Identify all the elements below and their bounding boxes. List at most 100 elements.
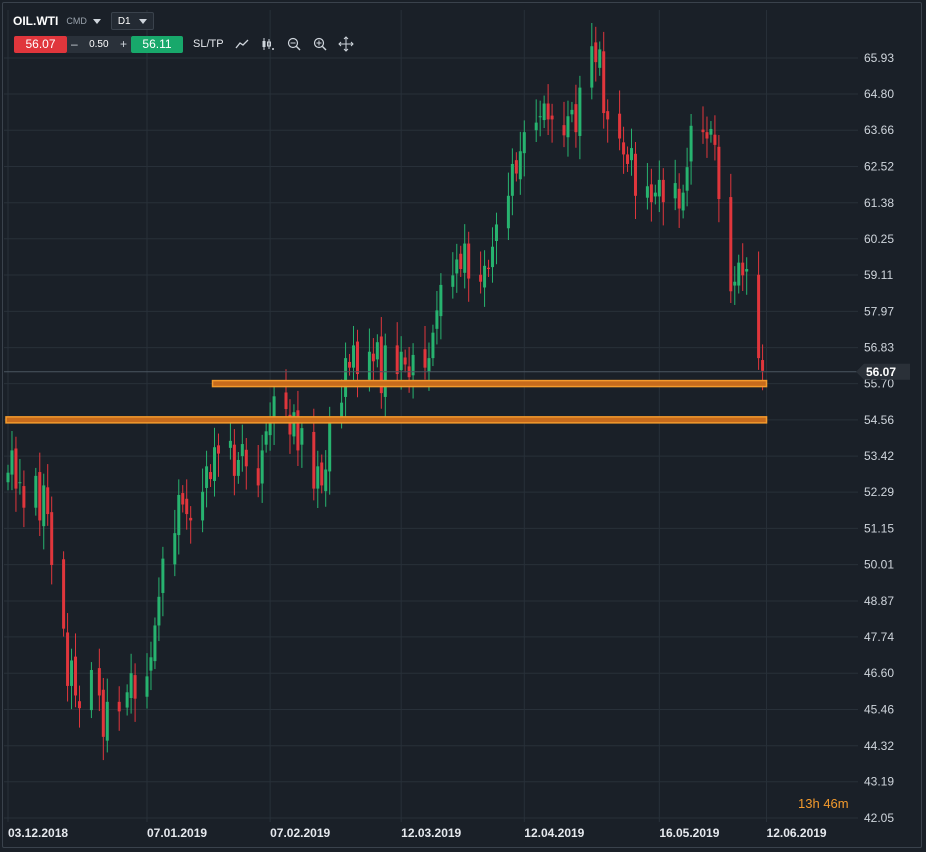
zoom-in-icon[interactable]	[312, 36, 328, 52]
candle-body	[340, 402, 344, 417]
candle-body	[145, 676, 149, 697]
candle-body	[467, 243, 471, 279]
candle-body	[371, 353, 375, 362]
y-tick-label: 48.87	[864, 594, 894, 608]
y-tick-label: 65.93	[864, 51, 894, 65]
candle-body	[355, 341, 359, 375]
candle-body	[201, 491, 205, 521]
zoom-out-icon[interactable]	[286, 36, 302, 52]
candle-body	[494, 224, 498, 241]
x-tick-label: 07.02.2019	[270, 826, 330, 840]
candle-body	[538, 116, 542, 118]
y-tick-label: 43.19	[864, 775, 894, 789]
timeframe-value: D1	[117, 15, 131, 27]
y-tick-label: 44.32	[864, 739, 894, 753]
candle-body	[717, 146, 721, 199]
candle-body	[256, 468, 260, 486]
lot-value[interactable]: 0.50	[89, 38, 109, 50]
candle-body	[117, 701, 121, 712]
lot-increase-button[interactable]: +	[119, 37, 127, 51]
candle-body	[689, 125, 693, 162]
candle-body	[133, 675, 137, 699]
timer-hours: 13	[798, 796, 813, 811]
candle-body	[74, 656, 78, 696]
candle-body	[181, 493, 185, 505]
candle-body	[348, 361, 352, 368]
line-chart-icon[interactable]	[234, 36, 250, 52]
candle-body	[272, 396, 276, 422]
y-tick-label: 63.66	[864, 123, 894, 137]
candle-body	[510, 163, 514, 196]
candle-body	[296, 410, 300, 451]
y-tick-label: 45.46	[864, 702, 894, 716]
symbol-name[interactable]: OIL.WTI	[13, 14, 59, 28]
candle-body	[316, 466, 320, 489]
candle-body	[483, 265, 487, 288]
timer-minutes: 46	[823, 796, 838, 811]
candle-body	[431, 332, 435, 359]
sltp-button[interactable]: SL/TP	[193, 38, 224, 50]
y-tick-label: 57.97	[864, 304, 894, 318]
candle-body	[284, 392, 288, 410]
candle-body	[570, 109, 574, 115]
candle-body	[451, 275, 455, 287]
candle-body	[105, 701, 109, 741]
crosshair-icon[interactable]	[337, 36, 354, 52]
candle-body	[240, 444, 244, 457]
candle-timer: 13h 46m	[798, 796, 849, 811]
candle-body	[300, 428, 304, 445]
current-price-tag-bg	[856, 363, 910, 380]
candle-body	[633, 153, 637, 196]
trade-bar: 56.07 – 0.50 + 56.11 SL/TP	[14, 35, 354, 53]
candle-body	[173, 533, 177, 565]
y-tick-label: 53.42	[864, 449, 894, 463]
y-tick-label: 56.83	[864, 341, 894, 355]
candle-body	[534, 122, 538, 131]
lot-stepper[interactable]: – 0.50 +	[67, 35, 131, 53]
candle-body	[435, 310, 439, 329]
y-tick-label: 51.15	[864, 521, 894, 535]
y-tick-label: 62.52	[864, 160, 894, 174]
candle-body	[328, 418, 332, 472]
candle-body	[578, 87, 582, 136]
chevron-down-icon[interactable]	[92, 18, 101, 24]
candle-body	[626, 154, 630, 164]
candle-body	[375, 342, 379, 360]
candle-body	[657, 179, 661, 197]
candle-body	[463, 243, 467, 273]
buy-button[interactable]: 56.11	[131, 35, 183, 53]
candle-body	[62, 559, 66, 629]
timeframe-select[interactable]: D1	[110, 12, 154, 30]
candle-body	[292, 412, 296, 437]
instrument-class: CMD	[66, 16, 87, 26]
candle-body	[244, 449, 248, 467]
lot-decrease-button[interactable]: –	[71, 37, 78, 51]
candle-body	[491, 246, 495, 268]
candle-body	[399, 351, 403, 371]
candle-body	[260, 450, 264, 484]
candle-body	[268, 421, 272, 436]
candle-body	[125, 692, 129, 708]
candle-body	[518, 151, 522, 180]
candle-body	[205, 466, 209, 488]
y-tick-label: 42.05	[864, 811, 894, 825]
candle-body	[232, 444, 236, 476]
candle-body	[562, 125, 566, 136]
support-zone	[211, 379, 768, 388]
candle-body	[312, 431, 316, 489]
sell-button[interactable]: 56.07	[14, 35, 67, 53]
candle-body	[590, 46, 594, 88]
candle-body	[228, 440, 232, 448]
timer-hours-unit: h	[812, 796, 820, 811]
candles-icon[interactable]	[260, 36, 276, 52]
candle-body	[574, 104, 578, 133]
timer-minutes-unit: m	[837, 796, 849, 811]
candle-body	[14, 448, 18, 489]
candle-body	[594, 42, 598, 63]
candle-body	[705, 132, 709, 139]
y-tick-label: 60.25	[864, 232, 894, 246]
candle-body	[34, 475, 38, 508]
candle-body	[729, 197, 733, 292]
candle-body	[455, 259, 459, 274]
